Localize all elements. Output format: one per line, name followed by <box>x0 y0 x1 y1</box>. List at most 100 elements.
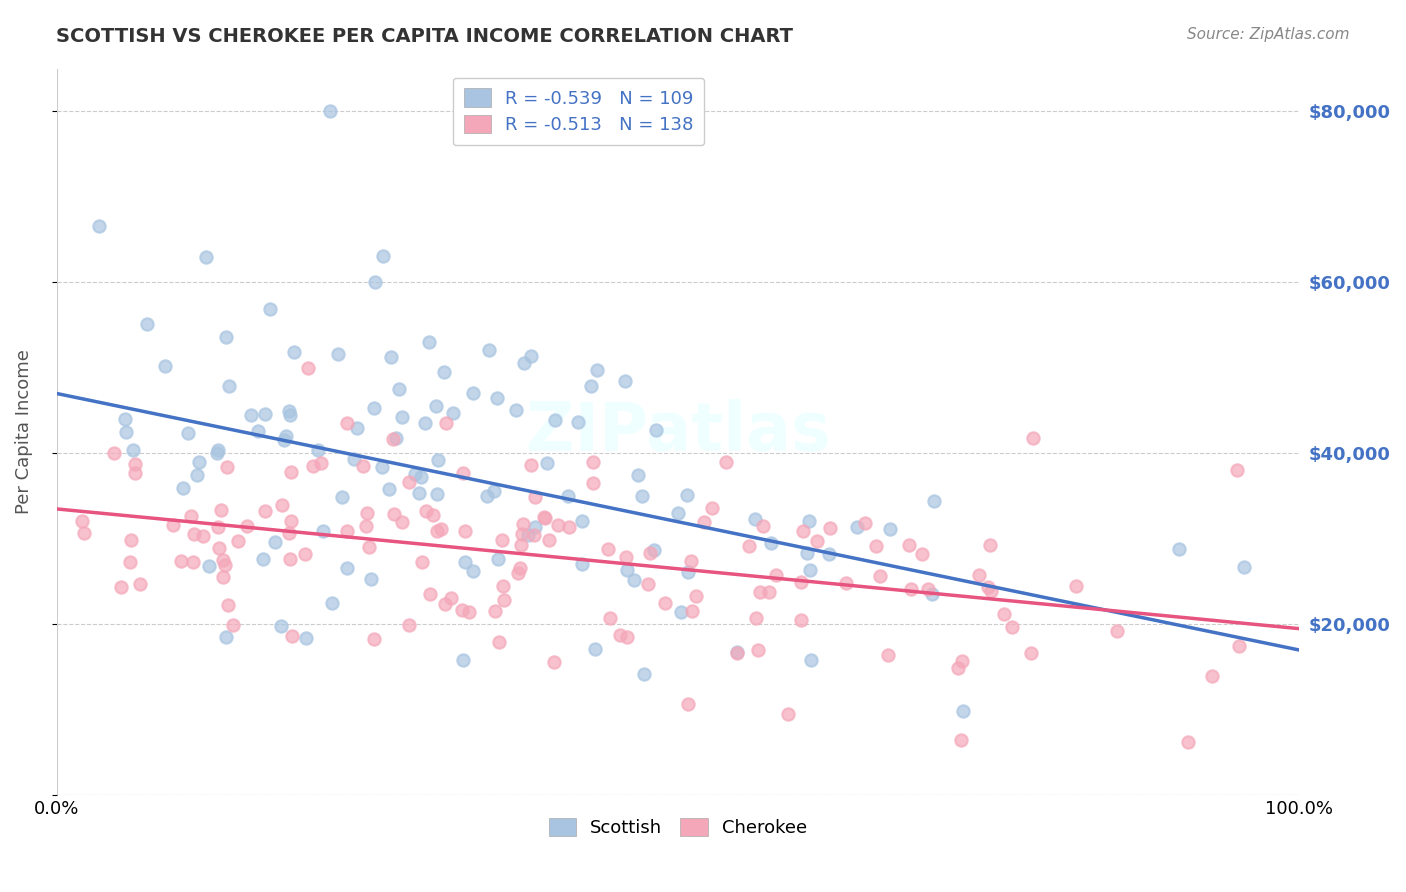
Point <box>505 403 527 417</box>
Point <box>586 362 609 376</box>
Point <box>1201 668 1223 682</box>
Point <box>631 489 654 503</box>
Point <box>346 420 368 434</box>
Point <box>644 423 666 437</box>
Point <box>543 655 565 669</box>
Point <box>385 431 408 445</box>
Point <box>477 489 499 503</box>
Point <box>205 446 228 460</box>
Point <box>253 504 276 518</box>
Point <box>426 452 449 467</box>
Point <box>270 618 292 632</box>
Point <box>172 482 194 496</box>
Point <box>404 467 426 482</box>
Point <box>637 577 659 591</box>
Point <box>278 526 301 541</box>
Point <box>307 443 329 458</box>
Point <box>533 511 555 525</box>
Point <box>162 517 184 532</box>
Point <box>685 589 707 603</box>
Point <box>413 416 436 430</box>
Point <box>124 458 146 472</box>
Point <box>180 509 202 524</box>
Point <box>312 524 335 538</box>
Point <box>336 417 359 431</box>
Point <box>582 475 605 490</box>
Point <box>380 350 402 364</box>
Point <box>1177 734 1199 748</box>
Point <box>1105 624 1128 638</box>
Point <box>273 433 295 447</box>
Point <box>384 508 406 522</box>
Point <box>1167 542 1189 557</box>
Point <box>170 554 193 568</box>
Point <box>946 661 969 675</box>
Point <box>254 408 277 422</box>
Point <box>70 514 93 528</box>
Point <box>336 524 359 539</box>
Point <box>796 545 818 559</box>
Point <box>484 484 506 499</box>
Point <box>411 555 433 569</box>
Point <box>583 641 606 656</box>
Point <box>280 514 302 528</box>
Point <box>294 632 316 646</box>
Point <box>967 567 990 582</box>
Point <box>398 617 420 632</box>
Point <box>309 456 332 470</box>
Point <box>430 522 453 536</box>
Point <box>758 585 780 599</box>
Point <box>186 468 208 483</box>
Point <box>484 604 506 618</box>
Point <box>194 250 217 264</box>
Point <box>977 580 1000 594</box>
Point <box>356 506 378 520</box>
Point <box>408 485 430 500</box>
Point <box>544 413 567 427</box>
Point <box>451 466 474 480</box>
Point <box>725 646 748 660</box>
Point <box>596 541 619 556</box>
Point <box>980 584 1002 599</box>
Point <box>441 406 464 420</box>
Point <box>370 460 392 475</box>
Point <box>128 576 150 591</box>
Point <box>623 573 645 587</box>
Point <box>675 488 697 502</box>
Point <box>239 408 262 422</box>
Point <box>818 521 841 535</box>
Point <box>835 575 858 590</box>
Point <box>681 603 703 617</box>
Point <box>523 520 546 534</box>
Point <box>378 482 401 496</box>
Point <box>115 425 138 439</box>
Point <box>599 611 621 625</box>
Point <box>759 536 782 550</box>
Point <box>209 502 232 516</box>
Point <box>103 446 125 460</box>
Point <box>461 564 484 578</box>
Point <box>321 596 343 610</box>
Point <box>536 456 558 470</box>
Point <box>616 563 638 577</box>
Legend: Scottish, Cherokee: Scottish, Cherokee <box>541 811 814 845</box>
Point <box>911 547 934 561</box>
Point <box>434 416 457 430</box>
Point <box>869 569 891 583</box>
Point <box>876 648 898 662</box>
Point <box>454 555 477 569</box>
Point <box>183 526 205 541</box>
Point <box>155 359 177 373</box>
Point <box>252 552 274 566</box>
Point <box>1021 431 1043 445</box>
Point <box>979 538 1001 552</box>
Point <box>516 528 538 542</box>
Point <box>520 458 543 472</box>
Point <box>609 628 631 642</box>
Point <box>817 547 839 561</box>
Point <box>330 491 353 505</box>
Point <box>343 452 366 467</box>
Point <box>846 519 869 533</box>
Point <box>567 415 589 429</box>
Point <box>654 596 676 610</box>
